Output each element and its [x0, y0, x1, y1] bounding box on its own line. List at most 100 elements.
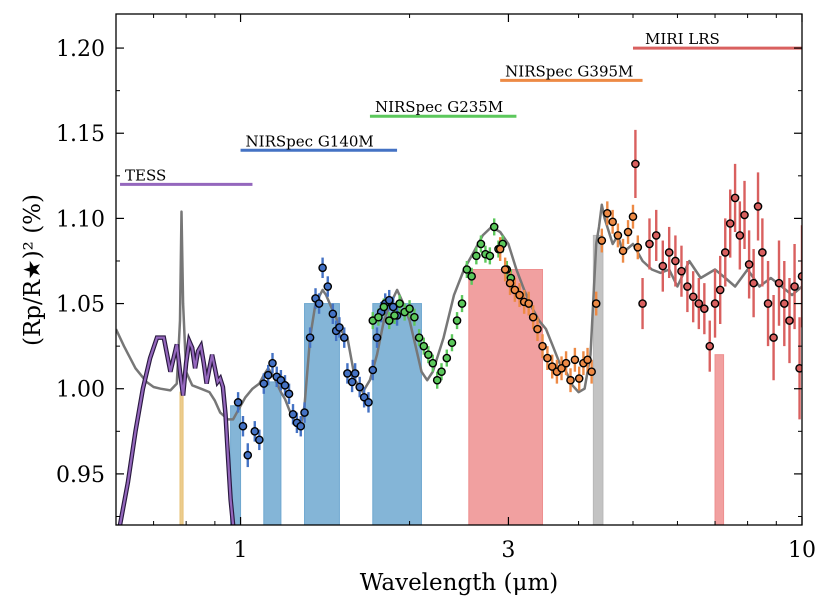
nirspec-g140m-point — [339, 333, 349, 342]
miri-lrs-point — [780, 299, 789, 308]
nirspec-g140m-point — [368, 365, 378, 375]
nirspec-g140m-point — [328, 309, 338, 319]
nirspec-g395m-point — [618, 246, 628, 256]
miri-lrs-point — [710, 299, 720, 308]
filter-band-0 — [179, 391, 184, 525]
nirspec-g395m-point — [628, 212, 638, 221]
nirspec-g395m-point — [597, 236, 607, 245]
nirspec-g235m-point — [467, 272, 476, 281]
y-tick-label: 1.20 — [56, 37, 105, 62]
nirspec-g140m-point — [343, 369, 352, 378]
miri-lrs-point — [758, 248, 767, 257]
miri-lrs-point — [753, 202, 763, 211]
filter-band-2 — [263, 381, 282, 525]
instrument-label-miri-lrs: MIRI LRS — [645, 30, 720, 48]
nirspec-g140m-point — [347, 377, 357, 387]
y-tick-label: 1.10 — [56, 207, 105, 232]
nirspec-g235m-point — [374, 312, 383, 322]
miri-lrs-point — [700, 304, 709, 313]
nirspec-g140m-point — [318, 263, 327, 273]
instrument-label-tess: TESS — [125, 166, 166, 184]
nirspec-g395m-point — [570, 355, 580, 365]
tess-bandpass-line — [118, 336, 235, 525]
nirspec-g395m-point — [633, 243, 643, 252]
nirspec-g140m-point — [288, 409, 298, 419]
miri-lrs-point — [725, 219, 735, 228]
plot-area — [116, 129, 802, 525]
y-tick-label: 1.00 — [56, 378, 105, 403]
nirspec-g140m-point — [388, 302, 398, 312]
nirspec-g140m-point — [233, 398, 243, 407]
instrument-label-nirspec-g395m: NIRSpec G395M — [505, 62, 633, 80]
nirspec-g140m-point — [305, 333, 315, 342]
miri-lrs-point — [688, 292, 698, 302]
nirspec-g235m-point — [457, 299, 467, 308]
nirspec-g235m-point — [447, 338, 457, 348]
model-spectrum-line — [116, 203, 802, 428]
model-layer — [116, 203, 802, 525]
nirspec-g140m-point — [238, 421, 248, 431]
nirspec-g140m-point — [364, 398, 373, 407]
miri-lrs-point — [797, 272, 802, 281]
nirspec-g235m-point — [485, 251, 495, 261]
miri-lrs-point — [683, 282, 692, 291]
x-tick-label: 1 — [234, 538, 248, 563]
y-axis: 0.95 1.00 1.05 1.10 1.15 1.20 — [56, 37, 802, 517]
miri-lrs-point — [645, 239, 654, 249]
miri-lrs-point — [749, 278, 758, 288]
nirspec-g395m-point — [591, 299, 601, 308]
nirspec-g140m-point — [350, 369, 360, 378]
y-tick-label: 0.95 — [56, 463, 105, 488]
y-tick-label: 1.05 — [56, 293, 105, 318]
nirspec-g140m-point — [263, 370, 273, 380]
miri-lrs-point — [744, 260, 754, 269]
miri-lrs-point — [664, 248, 674, 257]
nirspec-g140m-point — [384, 295, 394, 305]
nirspec-g140m-point — [372, 333, 382, 342]
nirspec-g140m-point — [243, 450, 253, 460]
nirspec-g235m-point — [472, 251, 481, 261]
nirspec-g395m-point — [524, 299, 533, 308]
plot-frame — [115, 13, 803, 526]
x-axis: 1 3 10 — [115, 14, 816, 563]
nirspec-g395m-point — [510, 285, 520, 295]
miri-lrs-point — [763, 299, 773, 308]
miri-lrs-point — [720, 248, 730, 257]
nirspec-g395m-point — [547, 362, 557, 371]
nirspec-g235m-point — [432, 375, 442, 385]
nirspec-g235m-point — [462, 265, 472, 274]
miri-lrs-point — [715, 285, 725, 295]
nirspec-g395m-point — [587, 367, 596, 377]
x-axis-label: Wavelength (μm) — [360, 570, 559, 596]
nirspec-g395m-point — [505, 278, 515, 288]
nirspec-g395m-point — [533, 324, 542, 334]
miri-lrs-point — [677, 266, 686, 276]
miri-lrs-point — [705, 341, 715, 351]
nirspec-g395m-point — [602, 208, 612, 218]
nirspec-g395m-point — [566, 375, 575, 385]
nirspec-g140m-point — [284, 389, 294, 399]
nirspec-g235m-point — [419, 341, 429, 351]
nirspec-g140m-point — [300, 408, 309, 417]
miri-lrs-point — [740, 210, 749, 220]
nirspec-g140m-point — [259, 379, 269, 388]
nirspec-g140m-point — [250, 427, 260, 436]
plot-background — [116, 14, 802, 525]
instrument-label-nirspec-g235m: NIRSpec G235M — [375, 98, 503, 116]
filter-band-7 — [714, 354, 725, 525]
instrument-label-nirspec-g140m: NIRSpec G140M — [246, 132, 374, 150]
nirspec-g395m-point — [543, 353, 552, 363]
nirspec-g235m-point — [428, 358, 438, 368]
nirspec-g235m-point — [405, 304, 414, 313]
nirspec-g395m-point — [500, 265, 510, 274]
nirspec-g395m-point — [538, 341, 547, 351]
y-axis-label: (Rp/R★)² (%) — [20, 194, 46, 346]
points-layer — [233, 159, 802, 460]
nirspec-g235m-point — [442, 353, 452, 363]
nirspec-g235m-point — [437, 367, 446, 377]
nirspec-g395m-point — [561, 358, 571, 368]
y-tick-label: 1.15 — [56, 122, 105, 147]
x-tick-label: 3 — [501, 538, 515, 563]
nirspec-g140m-point — [268, 358, 277, 368]
nirspec-g395m-point — [528, 312, 538, 322]
